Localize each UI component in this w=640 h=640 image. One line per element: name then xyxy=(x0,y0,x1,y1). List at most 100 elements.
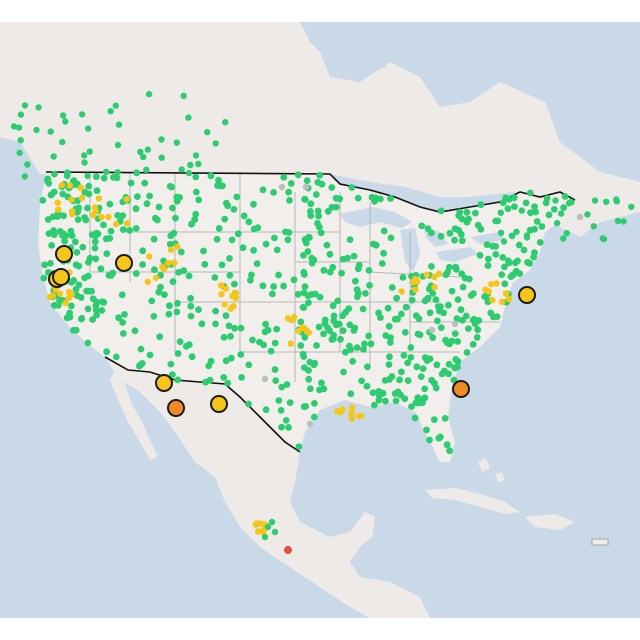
moderate-station-marker[interactable] xyxy=(167,246,175,253)
good-station-marker[interactable] xyxy=(245,218,253,226)
good-station-marker[interactable] xyxy=(270,283,277,290)
moderate-highlight-site-marker[interactable] xyxy=(52,268,70,286)
good-station-marker[interactable] xyxy=(137,361,145,369)
good-station-marker[interactable] xyxy=(182,342,190,350)
moderate-station-marker[interactable] xyxy=(482,286,489,293)
good-station-marker[interactable] xyxy=(426,309,434,317)
good-station-marker[interactable] xyxy=(305,233,313,241)
good-station-marker[interactable] xyxy=(100,174,108,182)
good-station-marker[interactable] xyxy=(380,227,388,235)
good-station-marker[interactable] xyxy=(84,339,92,347)
good-station-marker[interactable] xyxy=(84,172,91,179)
good-station-marker[interactable] xyxy=(178,166,185,173)
good-station-marker[interactable] xyxy=(396,376,403,384)
no-data-station-marker[interactable] xyxy=(302,183,310,191)
good-station-marker[interactable] xyxy=(300,289,308,297)
good-station-marker[interactable] xyxy=(300,271,308,278)
good-station-marker[interactable] xyxy=(173,139,180,146)
good-station-marker[interactable] xyxy=(561,193,569,200)
good-station-marker[interactable] xyxy=(145,90,153,98)
moderate-station-marker[interactable] xyxy=(55,206,62,213)
good-station-marker[interactable] xyxy=(75,281,83,289)
good-station-marker[interactable] xyxy=(372,194,379,202)
good-station-marker[interactable] xyxy=(371,401,378,409)
good-station-marker[interactable] xyxy=(285,424,292,431)
good-station-marker[interactable] xyxy=(271,366,279,373)
moderate-station-marker[interactable] xyxy=(62,299,69,307)
good-station-marker[interactable] xyxy=(443,441,451,449)
moderate-station-marker[interactable] xyxy=(258,528,265,535)
moderate-highlight-site-marker[interactable] xyxy=(115,254,133,272)
good-station-marker[interactable] xyxy=(157,283,164,291)
good-station-marker[interactable] xyxy=(86,148,93,155)
good-station-marker[interactable] xyxy=(448,287,456,295)
good-station-marker[interactable] xyxy=(501,263,508,271)
good-station-marker[interactable] xyxy=(238,374,246,381)
good-station-marker[interactable] xyxy=(17,137,24,144)
good-station-marker[interactable] xyxy=(275,397,283,404)
good-station-marker[interactable] xyxy=(413,363,421,371)
good-station-marker[interactable] xyxy=(41,261,48,269)
good-station-marker[interactable] xyxy=(407,344,415,351)
good-station-marker[interactable] xyxy=(112,353,120,361)
good-station-marker[interactable] xyxy=(349,357,357,365)
good-station-marker[interactable] xyxy=(362,290,369,297)
good-station-marker[interactable] xyxy=(465,325,472,332)
good-station-marker[interactable] xyxy=(522,199,530,207)
good-station-marker[interactable] xyxy=(445,301,452,309)
good-station-marker[interactable] xyxy=(318,379,325,387)
good-station-marker[interactable] xyxy=(532,208,539,216)
good-station-marker[interactable] xyxy=(316,386,323,394)
good-station-marker[interactable] xyxy=(329,302,337,310)
good-station-marker[interactable] xyxy=(465,215,472,223)
good-station-marker[interactable] xyxy=(35,104,42,111)
moderate-station-marker[interactable] xyxy=(423,271,430,278)
moderate-station-marker[interactable] xyxy=(113,221,120,228)
good-station-marker[interactable] xyxy=(453,315,461,323)
good-station-marker[interactable] xyxy=(112,102,120,109)
good-station-marker[interactable] xyxy=(290,276,298,284)
good-station-marker[interactable] xyxy=(223,199,230,207)
good-station-marker[interactable] xyxy=(72,326,80,334)
good-station-marker[interactable] xyxy=(63,314,71,322)
good-station-marker[interactable] xyxy=(200,247,207,255)
good-station-marker[interactable] xyxy=(264,523,272,531)
good-station-marker[interactable] xyxy=(188,220,195,228)
good-station-marker[interactable] xyxy=(77,294,85,301)
good-station-marker[interactable] xyxy=(231,280,238,288)
good-station-marker[interactable] xyxy=(458,237,466,245)
good-station-marker[interactable] xyxy=(463,208,471,216)
good-station-marker[interactable] xyxy=(226,271,234,279)
good-station-marker[interactable] xyxy=(91,244,99,252)
good-station-marker[interactable] xyxy=(267,347,275,355)
good-station-marker[interactable] xyxy=(332,203,340,211)
good-station-marker[interactable] xyxy=(302,403,310,410)
good-station-marker[interactable] xyxy=(107,227,115,235)
good-station-marker[interactable] xyxy=(207,172,215,180)
good-station-marker[interactable] xyxy=(408,403,415,410)
good-station-marker[interactable] xyxy=(132,270,140,277)
good-station-marker[interactable] xyxy=(367,340,375,348)
good-station-marker[interactable] xyxy=(398,368,405,376)
good-station-marker[interactable] xyxy=(346,321,354,329)
good-station-marker[interactable] xyxy=(253,260,261,267)
good-station-marker[interactable] xyxy=(387,234,395,242)
good-station-marker[interactable] xyxy=(271,234,278,242)
good-station-marker[interactable] xyxy=(158,154,165,161)
moderate-station-marker[interactable] xyxy=(98,213,105,221)
good-station-marker[interactable] xyxy=(15,124,23,131)
good-station-marker[interactable] xyxy=(326,268,334,276)
good-station-marker[interactable] xyxy=(550,206,558,213)
good-station-marker[interactable] xyxy=(445,263,453,271)
good-station-marker[interactable] xyxy=(318,180,326,188)
good-station-marker[interactable] xyxy=(48,242,55,249)
good-station-marker[interactable] xyxy=(173,308,181,316)
good-station-marker[interactable] xyxy=(295,443,303,450)
good-station-marker[interactable] xyxy=(84,287,92,295)
good-station-marker[interactable] xyxy=(275,271,282,279)
good-station-marker[interactable] xyxy=(613,196,620,203)
good-station-marker[interactable] xyxy=(369,389,377,397)
good-station-marker[interactable] xyxy=(137,345,145,353)
good-station-marker[interactable] xyxy=(245,361,253,369)
moderate-station-marker[interactable] xyxy=(489,297,496,304)
